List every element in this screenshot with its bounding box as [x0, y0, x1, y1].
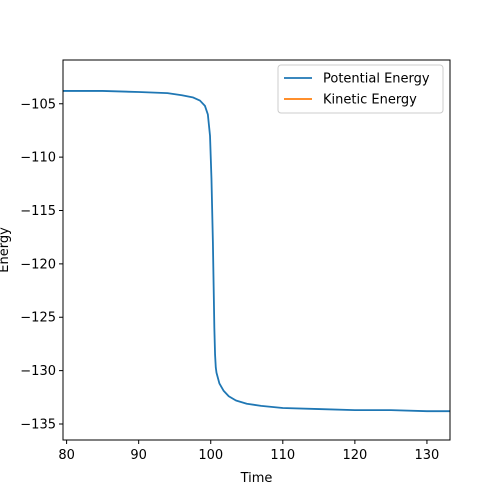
y-axis-label: Energy: [0, 227, 12, 273]
axes-frame: [62, 59, 451, 441]
y-tick-label: −130: [20, 364, 56, 379]
legend-label-kinetic-energy: Kinetic Energy: [323, 93, 417, 108]
x-tick-label: 90: [130, 448, 147, 463]
y-axis: −105 −110 −115 −120 −125 −130 −135: [20, 97, 63, 432]
y-tick-label: −125: [20, 311, 56, 326]
x-tick-label: 130: [415, 448, 440, 463]
x-axis: 80 90 100 110 120 130: [58, 440, 439, 463]
x-tick-label: 100: [198, 448, 223, 463]
y-tick-label: −110: [20, 151, 56, 166]
legend: Potential Energy Kinetic Energy: [277, 64, 444, 114]
y-tick-label: −115: [20, 204, 56, 219]
y-tick-label: −135: [20, 417, 56, 432]
x-tick-label: 80: [58, 448, 75, 463]
x-tick-label: 110: [270, 448, 295, 463]
legend-label-potential-energy: Potential Energy: [323, 72, 430, 87]
y-tick-label: −105: [20, 97, 56, 112]
y-tick-label: −120: [20, 257, 56, 272]
series-line-potential-energy: [63, 90, 450, 413]
x-axis-label: Time: [240, 471, 273, 486]
series-layer: [63, 90, 450, 413]
legend-box: [277, 64, 444, 114]
x-tick-label: 120: [342, 448, 367, 463]
